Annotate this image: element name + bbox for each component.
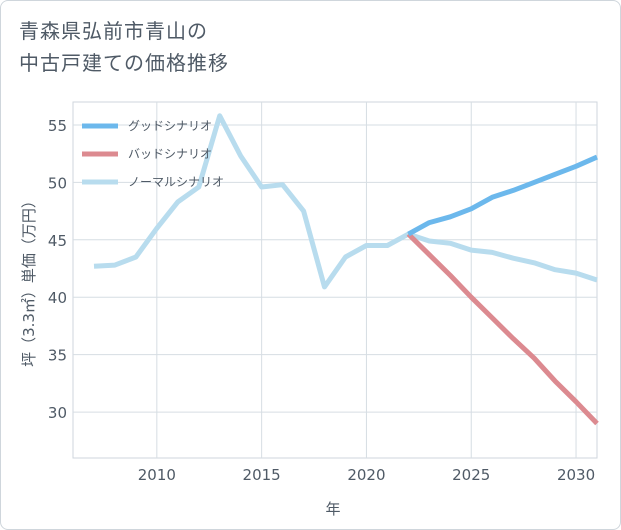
tick-labels: 2010 2015 2020 2025 2030 30 35 40 45 50 55 xyxy=(48,117,595,484)
y-tick-label: 50 xyxy=(48,174,67,192)
x-tick-label: 2025 xyxy=(452,466,490,484)
y-tick-label: 40 xyxy=(48,289,67,307)
legend-label: ノーマルシナリオ xyxy=(128,175,224,189)
chart-title-line1: 青森県弘前市青山の xyxy=(19,19,208,43)
legend-label: グッドシナリオ xyxy=(128,119,212,133)
y-tick-label: 35 xyxy=(48,347,67,365)
chart-title: 青森県弘前市青山の 中古戸建ての価格推移 xyxy=(19,15,609,79)
x-axis-label: 年 xyxy=(325,500,340,518)
series-line-good xyxy=(407,154,599,237)
y-tick-label: 55 xyxy=(48,117,67,135)
legend-label: バッドシナリオ xyxy=(128,147,212,161)
series-line-bad xyxy=(406,232,599,426)
x-tick-label: 2020 xyxy=(347,466,385,484)
chart-title-line2: 中古戸建ての価格推移 xyxy=(19,51,229,75)
grid-lines xyxy=(73,102,597,458)
x-tick-label: 2030 xyxy=(557,466,595,484)
x-tick-label: 2015 xyxy=(243,466,281,484)
series-line-normal xyxy=(93,113,598,290)
y-tick-label: 45 xyxy=(48,232,67,250)
y-axis-label: 坪（3.3㎡）単価（万円） xyxy=(20,193,38,367)
series-lines xyxy=(93,113,599,426)
y-tick-label: 30 xyxy=(48,404,67,422)
x-tick-label: 2010 xyxy=(138,466,176,484)
plot-area xyxy=(72,101,598,459)
